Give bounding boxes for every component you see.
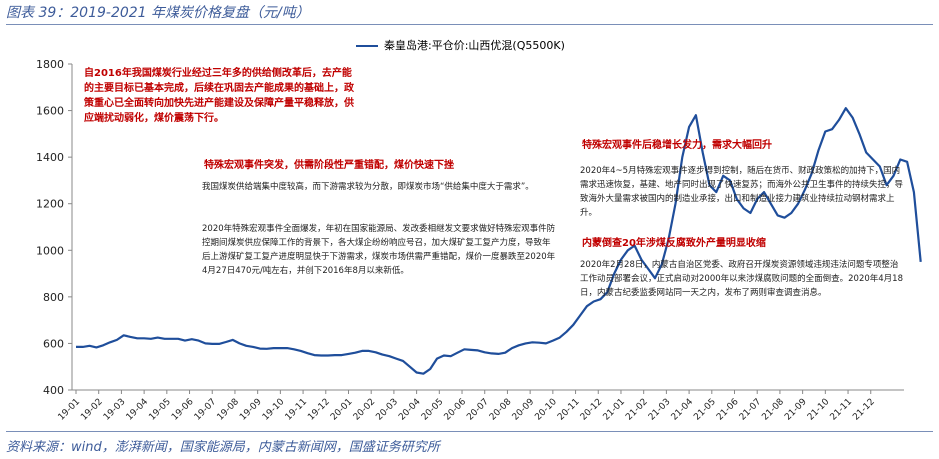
y-tick-label: 1200 [36, 198, 64, 211]
legend-line-swatch [356, 45, 378, 47]
x-tick-label: 21-08 [760, 397, 786, 423]
x-tick-label: 21-05 [692, 397, 718, 423]
figure-title: 图表 39：2019-2021 年煤炭价格复盘（元/吨） [6, 5, 310, 21]
x-tick-label: 19-10 [261, 397, 287, 423]
x-tick-label: 20-11 [556, 397, 582, 423]
x-tick-label: 21-04 [670, 397, 696, 423]
x-tick-label: 20-06 [443, 397, 469, 423]
annotation-body-3: 2020年2月28日，内蒙古自治区党委、政府召开煤炭资源领域违规违法问题专项整治… [580, 260, 903, 298]
x-tick-label: 21-10 [806, 397, 832, 423]
x-tick-label: 21-12 [851, 397, 877, 423]
x-tick-label: 20-12 [579, 397, 605, 423]
chart-axes [71, 64, 904, 391]
x-tick-label: 20-10 [533, 397, 559, 423]
annotation-body-1b: 2020年特殊宏观事件全面爆发，年初在国家能源局、发改委相继发文要求做好特殊宏观… [202, 224, 556, 276]
chart-legend: 秦皇岛港:平仓价:山西优混(Q5500K) [356, 37, 565, 53]
x-tick-label: 20-07 [465, 397, 491, 423]
annotation-body-1a: 我国煤炭供给端集中度较高，而下游需求较为分散，即煤炭市场“供给集中度大于需求”。 [202, 182, 534, 192]
y-tick-label: 1000 [36, 244, 64, 257]
x-tick-label: 19-05 [147, 397, 173, 423]
x-tick-label: 19-01 [57, 397, 83, 423]
x-tick-label: 21-09 [783, 397, 809, 423]
x-tick-label: 19-08 [216, 397, 242, 423]
source-rule [6, 431, 933, 432]
y-tick-label: 1400 [36, 151, 64, 164]
x-tick-label: 19-02 [79, 397, 105, 423]
x-tick-label: 21-11 [829, 397, 855, 423]
source-note: 资料来源：wind，澎湃新闻，国家能源局，内蒙古新闻网，国盛证务研究所 [6, 440, 440, 455]
x-tick-label: 20-02 [352, 397, 378, 423]
annotation-intro: 自2016年我国煤炭行业经过三年多的供给侧改革后，去产能的主要目标已基本完成，后… [84, 68, 354, 124]
x-tick-label: 20-03 [374, 397, 400, 423]
y-tick-label: 1600 [36, 105, 64, 118]
x-tick-label: 19-07 [193, 397, 219, 423]
x-axis-ticks: 19-0119-0219-0319-0419-0519-0619-0719-08… [57, 390, 877, 423]
y-tick-label: 1800 [36, 58, 64, 71]
x-tick-label: 21-01 [602, 397, 628, 423]
x-tick-label: 20-01 [329, 397, 355, 423]
chart-series [76, 107, 922, 375]
x-tick-label: 20-04 [397, 397, 423, 423]
x-tick-label: 19-11 [284, 397, 310, 423]
series-line-qhd-price [76, 107, 922, 375]
annotation-head-1: 特殊宏观事件突发，供需阶段性严重错配，煤价快速下挫 [204, 160, 454, 171]
y-tick-label: 800 [43, 291, 64, 304]
x-tick-label: 19-03 [102, 397, 128, 423]
x-tick-label: 21-03 [647, 397, 673, 423]
x-tick-label: 19-06 [170, 397, 196, 423]
x-tick-label: 21-02 [624, 397, 650, 423]
legend-label: 秦皇岛港:平仓价:山西优混(Q5500K) [384, 39, 565, 52]
annotation-body-2: 2020年4~5月特殊宏观事件逐步得到控制，随后在货币、财政政策松的加持下，国内… [580, 166, 904, 218]
title-rule [6, 24, 933, 25]
y-tick-label: 400 [43, 384, 64, 397]
x-tick-label: 21-07 [738, 397, 764, 423]
x-tick-label: 20-08 [488, 397, 514, 423]
annotation-head-2: 特殊宏观事件后稳增长发力，需求大幅回升 [582, 140, 772, 151]
y-tick-label: 600 [43, 337, 64, 350]
y-axis-ticks: 400 600 800 1000 1200 1400 1600 1800 [36, 58, 72, 397]
x-tick-label: 19-12 [306, 397, 332, 423]
x-tick-label: 21-06 [715, 397, 741, 423]
x-tick-label: 19-04 [125, 397, 151, 423]
annotation-head-3: 内蒙倒查20年涉煤反腐致外产量明显收缩 [582, 238, 766, 249]
x-tick-label: 20-09 [511, 397, 537, 423]
x-tick-label: 19-09 [238, 397, 264, 423]
x-tick-label: 20-05 [420, 397, 446, 423]
